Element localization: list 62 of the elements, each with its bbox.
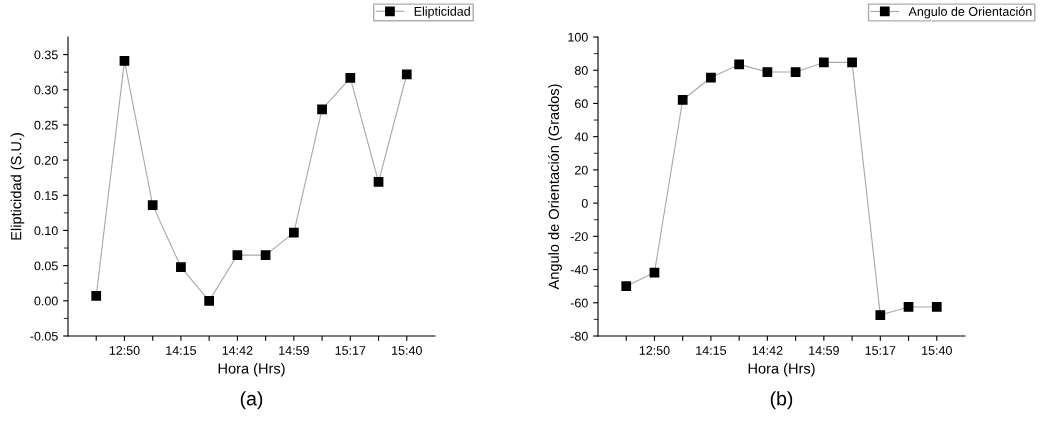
point <box>317 104 327 115</box>
x-tick-label: 15:40 <box>392 346 422 355</box>
point <box>288 227 299 238</box>
point <box>677 95 688 105</box>
point <box>260 250 271 260</box>
y-tick-label: -60 <box>570 298 588 308</box>
legend-label: Angulo de Orientación <box>908 6 1032 19</box>
y-tick-label: -0.05 <box>30 331 58 341</box>
point <box>847 57 857 68</box>
point <box>91 291 102 301</box>
point <box>232 250 243 260</box>
y-axis-title: Elipticidad (S.U.) <box>10 133 25 240</box>
text: (b) <box>770 391 793 410</box>
point <box>931 302 942 312</box>
y-tick-label: 0.30 <box>34 85 58 95</box>
point <box>147 200 158 211</box>
point <box>706 72 716 83</box>
x-tick-label: 14:42 <box>752 346 783 355</box>
x-tick-label: 14:15 <box>166 346 197 355</box>
legend-label: Elipticidad <box>414 6 470 19</box>
point <box>762 67 773 77</box>
point <box>204 295 215 306</box>
x-tick-label: 12:50 <box>639 346 670 355</box>
point <box>373 177 384 187</box>
y-tick-label: 40 <box>574 132 588 142</box>
x-tick-label: 14:59 <box>279 346 309 355</box>
x-tick-label: 15:17 <box>335 346 366 355</box>
point <box>734 59 745 70</box>
x-tick-label: 15:40 <box>922 346 952 355</box>
y-tick-label: 100 <box>568 32 588 42</box>
text: (a) <box>240 391 263 410</box>
point <box>621 281 632 292</box>
x-tick-label: 14:15 <box>696 346 727 355</box>
x-tick-label: 15:17 <box>865 346 896 355</box>
point <box>903 302 914 312</box>
point <box>345 72 356 83</box>
y-tick-label: 60 <box>575 99 588 109</box>
x-axis-title: Hora (Hrs) <box>748 362 815 377</box>
y-tick-label: -40 <box>570 265 588 275</box>
y-axis-title: Angulo de Orientación (Grados) <box>548 84 562 290</box>
y-tick-label: 0.05 <box>34 261 58 271</box>
x-tick-label: 14:42 <box>222 346 253 355</box>
y-tick-label: -80 <box>570 331 588 341</box>
y-tick-label: 0.15 <box>34 191 58 200</box>
x-tick-label: 12:50 <box>109 346 140 355</box>
x-tick-label: 14:59 <box>809 346 839 355</box>
point <box>119 56 130 66</box>
x-axis-title: Hora (Hrs) <box>218 362 285 377</box>
point <box>818 57 829 68</box>
y-tick-label: -20 <box>570 232 588 241</box>
point <box>401 69 412 80</box>
y-tick-label: 0.10 <box>34 226 58 236</box>
y-tick-label: 80 <box>574 66 588 75</box>
y-tick-label: 20 <box>575 165 588 175</box>
y-tick-label: 0 <box>581 198 588 208</box>
y-tick-label: 0.25 <box>34 120 58 130</box>
y-tick-label: 0.35 <box>34 50 58 60</box>
y-tick-label: 0.00 <box>34 296 58 306</box>
point <box>176 262 186 272</box>
y-tick-label: 0.20 <box>34 155 58 165</box>
point <box>790 67 801 77</box>
point <box>875 310 886 320</box>
